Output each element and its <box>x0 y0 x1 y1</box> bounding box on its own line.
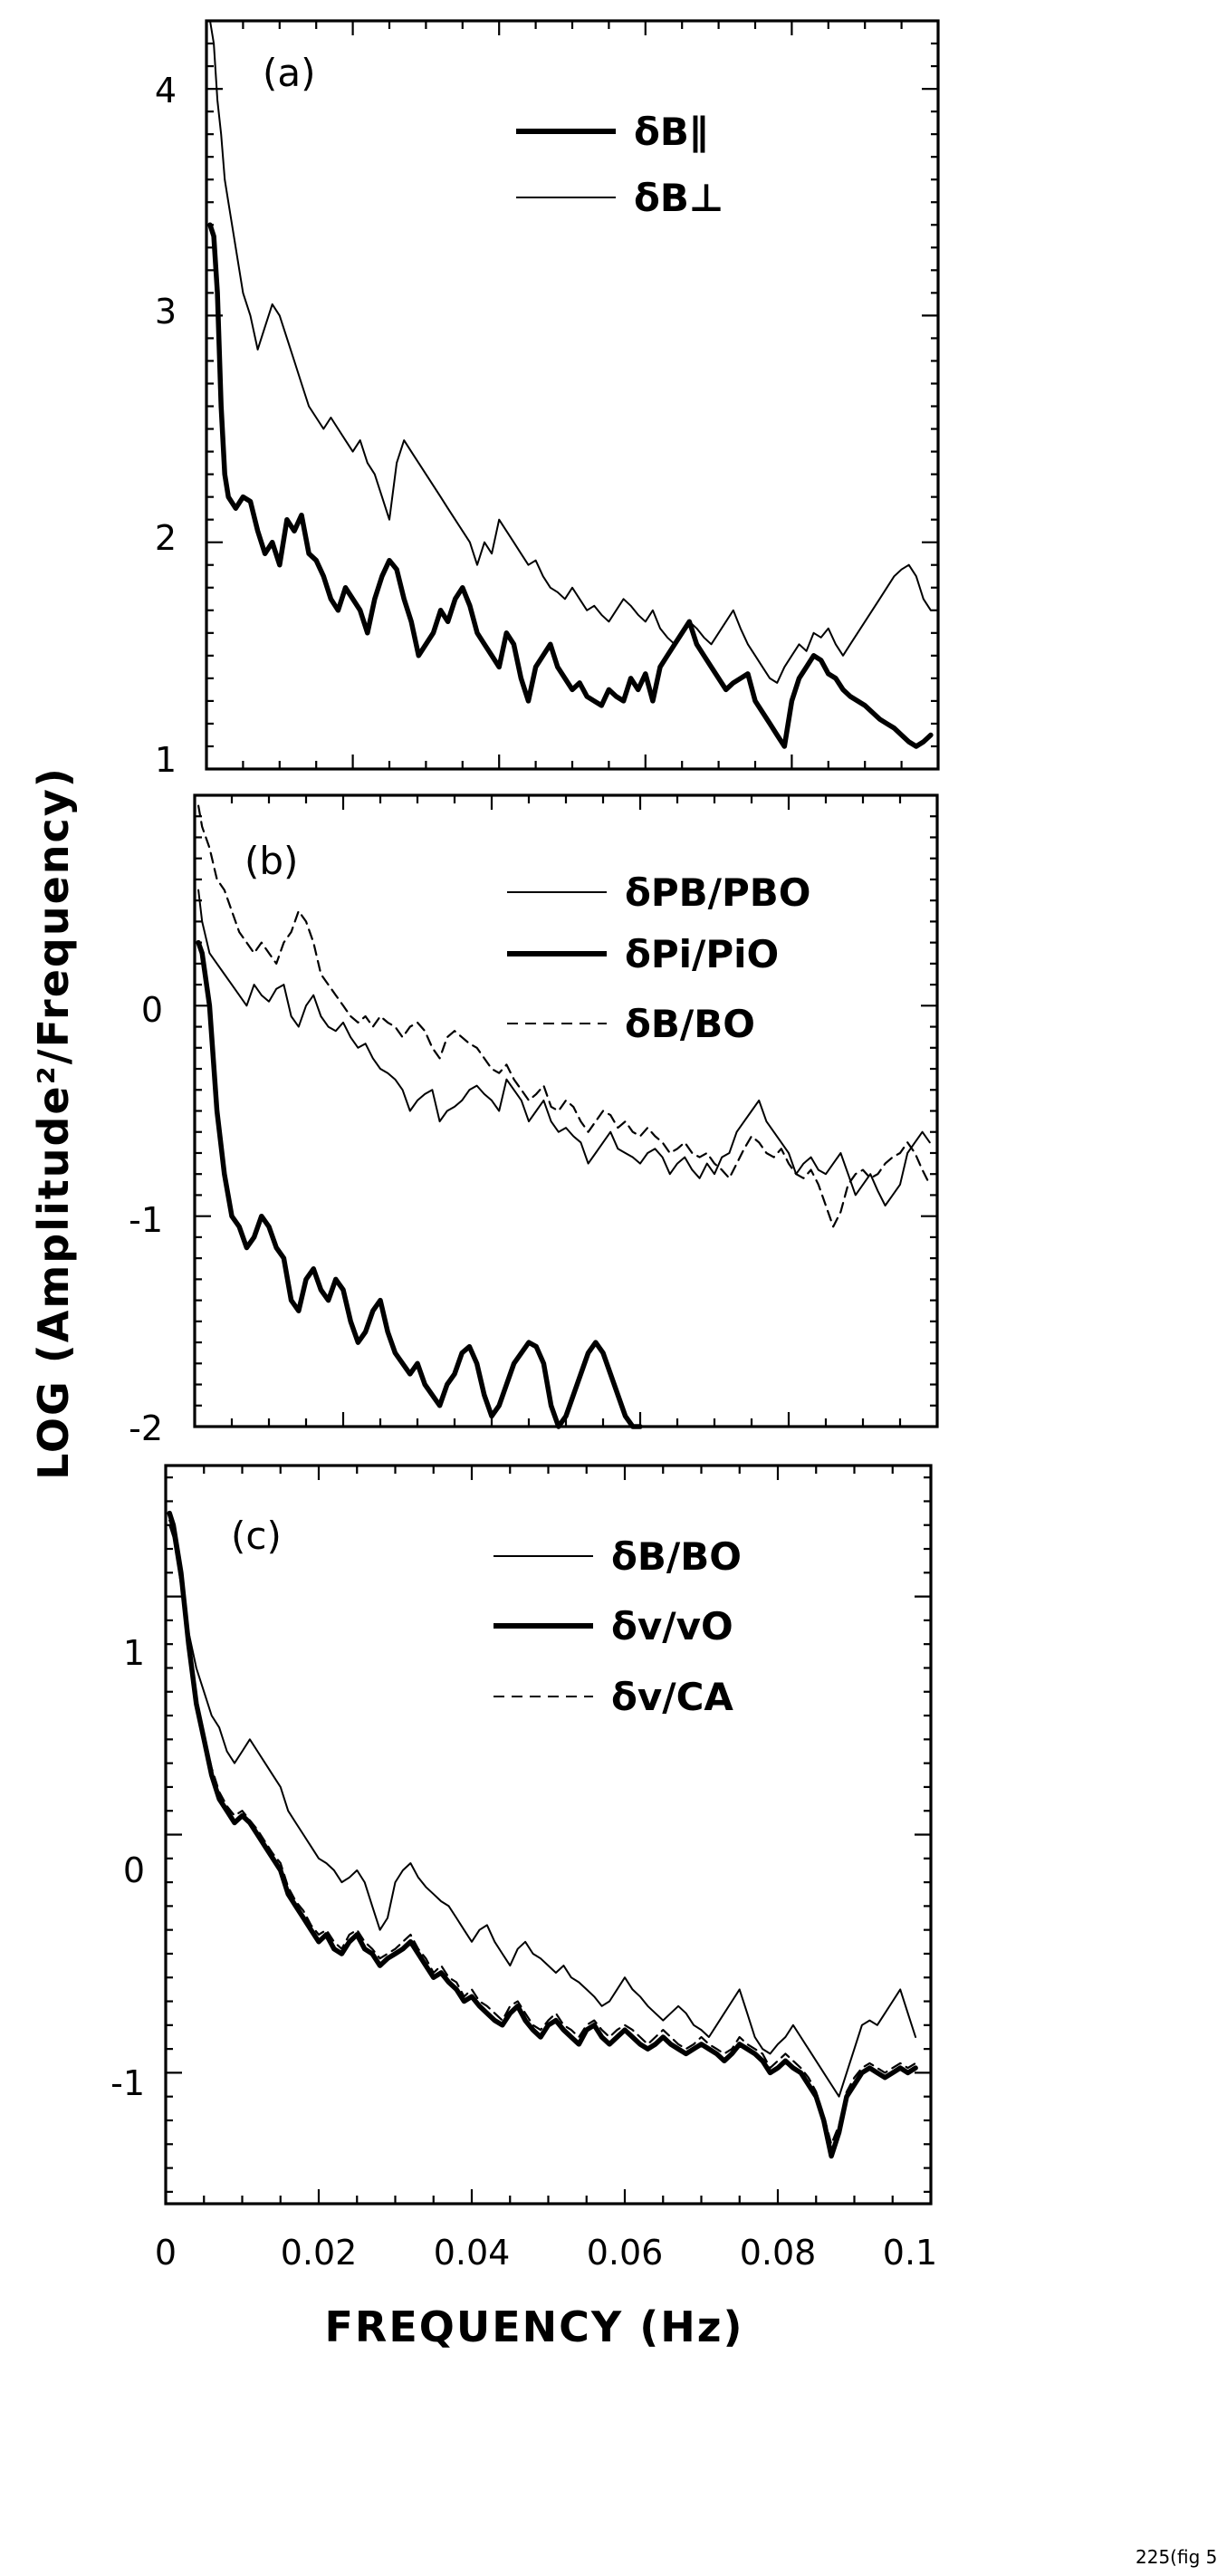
panel-c-xticklabels: 0 0.02 0.04 0.06 0.08 0.1 <box>155 2233 937 2273</box>
footer-reference: 225(fig 5 <box>1136 2546 1217 2568</box>
panel-b-series-line-3 <box>197 804 931 1228</box>
panel-c-xtick-label: 0.08 <box>740 2233 817 2273</box>
panel-a-series-line-2 <box>209 20 932 684</box>
panel-a-yticklabels: 1 2 3 4 <box>155 71 177 780</box>
panel-c-ticks <box>164 1466 933 2204</box>
x-axis-label: FREQUENCY (Hz) <box>324 2302 743 2351</box>
panel-c-series-line-1 <box>168 1523 917 2098</box>
panel-a-legend: δB∥ δB⊥ <box>516 110 723 220</box>
legend-label-dv-CA: δv/CA <box>611 1675 733 1719</box>
panel-b-ytick-label: -2 <box>129 1408 163 1448</box>
panel-a-label: (a) <box>263 51 316 95</box>
legend-label-dv-vO: δv/vO <box>611 1604 733 1648</box>
panel-c-series-line-2 <box>167 1510 918 2159</box>
legend-label-dB-parallel: δB∥ <box>634 110 708 154</box>
panel-c-yticklabels: -1 0 1 <box>110 1633 145 2103</box>
legend-label-dPi: δPi/PiO <box>625 932 779 976</box>
panel-c-ytick-label: -1 <box>110 2063 145 2103</box>
panel-b-ytick-label: -1 <box>129 1200 163 1240</box>
panel-b-ytick-label: 0 <box>141 990 163 1030</box>
panel-b-series <box>196 804 931 1429</box>
panel-a-ytick-label: 4 <box>155 71 177 111</box>
panel-c-ytick-label: 1 <box>123 1633 145 1673</box>
panel-c-ytick-label: 0 <box>123 1850 145 1890</box>
panel-b-label: (b) <box>244 839 298 883</box>
panel-b: (b) -2 -1 0 δPB/PBO δPi/PiO δB/BO <box>129 793 939 1448</box>
panel-a-ytick-label: 1 <box>155 740 177 780</box>
panel-a-series <box>207 20 934 749</box>
panel-c-xtick-label: 0.06 <box>587 2233 664 2273</box>
legend-label-dB-BO: δB/BO <box>625 1002 755 1046</box>
panel-a: (a) 1 2 3 4 δB∥ δB⊥ <box>155 19 940 780</box>
panel-a-ticks <box>205 19 940 771</box>
panel-b-yticklabels: -2 -1 0 <box>129 990 163 1448</box>
panel-c-series <box>167 1510 918 2159</box>
panel-c-legend: δB/BO δv/vO δv/CA <box>494 1534 742 1719</box>
panel-c-xtick-label: 0 <box>155 2233 177 2273</box>
panel-b-series-line-1 <box>197 889 931 1206</box>
legend-label-dPB: δPB/PBO <box>625 870 811 915</box>
panel-a-series-line-1 <box>207 222 934 749</box>
panel-c-series-line-3 <box>168 1519 917 2146</box>
legend-label-c-dB-BO: δB/BO <box>611 1534 742 1579</box>
y-axis-label: LOG (Amplitude²/Frequency) <box>29 766 78 1480</box>
panel-c-xtick-label: 0.1 <box>883 2233 937 2273</box>
panel-b-ticks <box>193 793 939 1428</box>
panel-b-legend: δPB/PBO δPi/PiO δB/BO <box>507 870 811 1046</box>
panel-a-ytick-label: 2 <box>155 518 177 558</box>
legend-label-dB-perp: δB⊥ <box>634 176 723 220</box>
panel-b-frame <box>193 793 939 1428</box>
panel-c-xtick-label: 0.04 <box>434 2233 511 2273</box>
panel-c-xtick-label: 0.02 <box>281 2233 358 2273</box>
panel-c-label: (c) <box>231 1514 282 1558</box>
panel-b-series-line-2 <box>196 939 643 1429</box>
panel-c: (c) -1 0 1 0 0.02 0.04 0.06 0.08 0.1 δB/… <box>110 1464 937 2273</box>
panel-a-ytick-label: 3 <box>155 292 177 332</box>
